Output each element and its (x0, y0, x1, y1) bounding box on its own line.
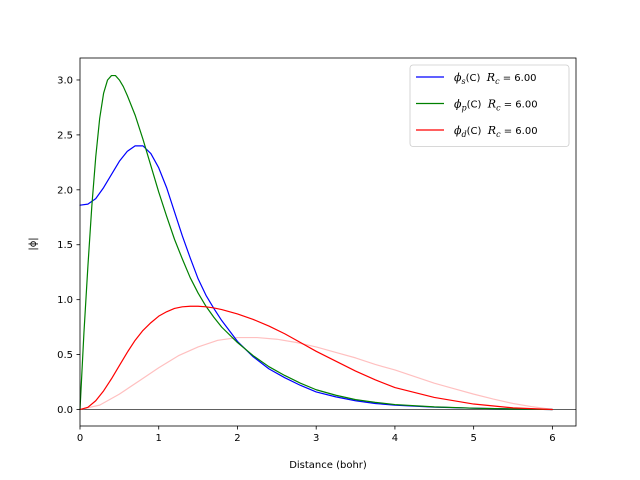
x-tick-label: 0 (77, 433, 83, 444)
axes (79, 57, 577, 427)
series-line-2 (79, 305, 553, 411)
y-tick-label: 3.0 (57, 75, 73, 86)
series-line-0 (79, 145, 553, 411)
x-tick-label: 1 (156, 433, 162, 444)
x-tick-label: 6 (549, 433, 555, 444)
x-tick-label: 4 (392, 433, 398, 444)
series-line-1 (79, 74, 553, 411)
legend-label: ϕp(C) Rc = 6.00 (454, 98, 538, 113)
ticks: 0 1 2 3 4 5 6 0.0 0.5 1.0 1.5 2.0 2.5 3.0 (57, 75, 555, 444)
y-tick-label: 1.0 (57, 295, 73, 306)
legend-label: ϕs(C) Rc = 6.00 (454, 71, 537, 86)
y-axis-label: |ϕ| (28, 237, 39, 250)
y-tick-label: 2.0 (57, 185, 73, 196)
legend-label: ϕd(C) Rc = 6.00 (454, 124, 538, 139)
plot-lines (79, 74, 576, 411)
x-axis-label: Distance (bohr) (289, 460, 367, 471)
x-tick-label: 3 (313, 433, 319, 444)
y-tick-label: 0.5 (57, 350, 73, 361)
x-tick-label: 2 (234, 433, 240, 444)
y-tick-label: 2.5 (57, 130, 73, 141)
series-line-3 (79, 336, 553, 411)
y-tick-label: 1.5 (57, 240, 73, 251)
plot-frame (79, 57, 577, 427)
y-tick-label: 0.0 (57, 405, 73, 416)
legend: ϕs(C) Rc = 6.00 ϕp(C) Rc = 6.00 ϕd(C) Rc =… (409, 64, 570, 147)
x-tick-label: 5 (470, 433, 476, 444)
legend-box (409, 64, 570, 147)
